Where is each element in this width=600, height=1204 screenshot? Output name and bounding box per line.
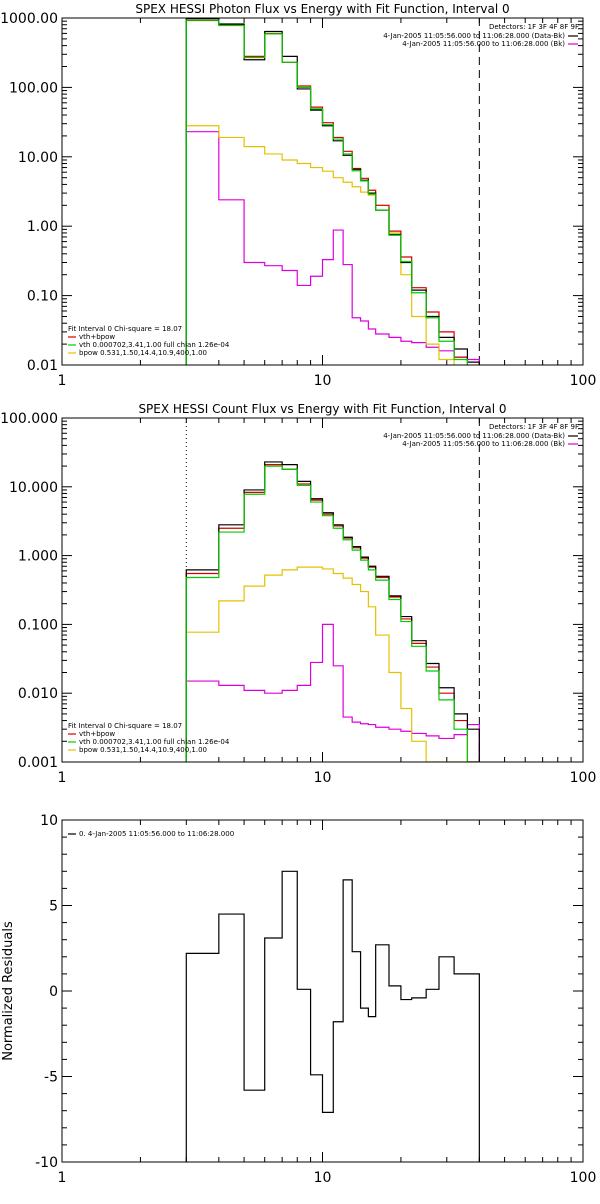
legend-fit: Fit Interval 0 Chi-square = 18.07vth+bpo… <box>68 325 230 357</box>
x-tick-label: 100 <box>570 1170 597 1186</box>
plot-title: SPEX HESSI Count Flux vs Energy with Fit… <box>138 402 506 416</box>
x-tick-label: 100 <box>570 770 597 786</box>
x-tick-label: 1 <box>58 770 67 786</box>
plot-frame <box>61 17 584 366</box>
plot-panel-3: Normalized Residuals 1 10 100 10 5 0 -5 -10 0. 4-… <box>1 813 596 1186</box>
y-tick-label: -10 <box>35 1155 58 1171</box>
y-tick-label: 0.010 <box>18 686 58 702</box>
series-bpow-histogram <box>185 566 480 762</box>
y-tick-label: 0.001 <box>18 755 58 771</box>
legend-fit-text: vth+bpow <box>79 730 115 738</box>
legend-fit: Fit Interval 0 Chi-square = 18.07vth+bpo… <box>68 722 230 754</box>
x-tick-label: 1 <box>58 1170 67 1186</box>
legend-fit: 0. 4-Jan-2005 11:05:56.000 to 11:06:28.0… <box>68 830 234 838</box>
y-tick-label: 10 <box>40 813 58 829</box>
y-tick-label: 10.000 <box>9 480 58 496</box>
y-tick-label: 5 <box>49 899 58 915</box>
series-total-histogram <box>185 464 480 762</box>
x-tick-label: 10 <box>314 1170 332 1186</box>
legend-fit-header: Fit Interval 0 Chi-square = 18.07 <box>68 325 182 333</box>
series-bk-histogram <box>185 131 480 365</box>
legend-fit-text: vth+bpow <box>79 333 115 341</box>
plot-panel-1: SPEX HESSI Photon Flux vs Energy with Fi… <box>0 2 596 389</box>
legend-fit-text: 0. 4-Jan-2005 11:05:56.000 to 11:06:28.0… <box>79 830 234 838</box>
series-bpow-histogram <box>185 125 480 365</box>
series-vth-histogram <box>185 19 480 365</box>
y-tick-label: 100.00 <box>9 80 58 96</box>
legend-entry-text: 4-Jan-2005 11:05:56.000 to 11:06:28.000 … <box>402 440 565 448</box>
legend-entry-text: 4-Jan-2005 11:05:56.000 to 11:06:28.000 … <box>383 32 565 40</box>
plot-panel-2: SPEX HESSI Count Flux vs Energy with Fit… <box>0 402 596 786</box>
series-total-histogram <box>185 19 480 365</box>
y-axis-label: Normalized Residuals <box>1 921 16 1061</box>
legend-fit-text: vth 0.000702,3.41,1.00 full chian 1.26e-… <box>79 738 230 746</box>
x-tick-label: 100 <box>570 373 597 389</box>
series-data-histogram <box>185 18 480 365</box>
plot-frame <box>61 417 584 763</box>
plot-title: SPEX HESSI Photon Flux vs Energy with Fi… <box>135 2 509 16</box>
x-tick-label: 10 <box>314 373 332 389</box>
y-tick-label: 0.100 <box>18 617 58 633</box>
x-tick-label: 10 <box>314 770 332 786</box>
legend-entry-text: 4-Jan-2005 11:05:56.000 to 11:06:28.000 … <box>383 432 565 440</box>
legend-top-right: Detectors: 1F 3F 4F 8F 9F4-Jan-2005 11:0… <box>383 423 579 448</box>
y-tick-label: 100.000 <box>0 411 58 427</box>
series-data-histogram <box>185 870 480 1162</box>
y-tick-label: 0 <box>49 984 58 1000</box>
y-tick-label: 0.01 <box>27 358 58 374</box>
y-tick-label: 10.00 <box>18 150 58 166</box>
series-data-histogram <box>185 461 480 762</box>
legend-fit-text: vth 0.000702,3.41,1.00 full chian 1.26e-… <box>79 341 230 349</box>
y-tick-label: 0.10 <box>27 289 58 305</box>
y-tick-label: 1000.00 <box>0 11 58 27</box>
y-tick-label: -5 <box>44 1070 58 1086</box>
y-tick-label: 1.000 <box>18 549 58 565</box>
legend-fit-text: bpow 0.531,1.50,14.4,10.9,400,1.00 <box>79 746 207 754</box>
legend-header: Detectors: 1F 3F 4F 8F 9F <box>489 23 579 31</box>
series-bk-histogram <box>185 623 480 762</box>
legend-top-right: Detectors: 1F 3F 4F 8F 9F4-Jan-2005 11:0… <box>383 23 579 48</box>
legend-fit-header: Fit Interval 0 Chi-square = 18.07 <box>68 722 182 730</box>
y-tick-label: 1.00 <box>27 219 58 235</box>
x-tick-label: 1 <box>58 373 67 389</box>
series-vth-histogram <box>185 465 480 762</box>
legend-entry-text: 4-Jan-2005 11:05:56.000 to 11:06:28.000 … <box>402 40 565 48</box>
legend-fit-text: bpow 0.531,1.50,14.4,10.9,400,1.00 <box>79 349 207 357</box>
plot-frame <box>61 819 584 1163</box>
legend-header: Detectors: 1F 3F 4F 8F 9F <box>489 423 579 431</box>
